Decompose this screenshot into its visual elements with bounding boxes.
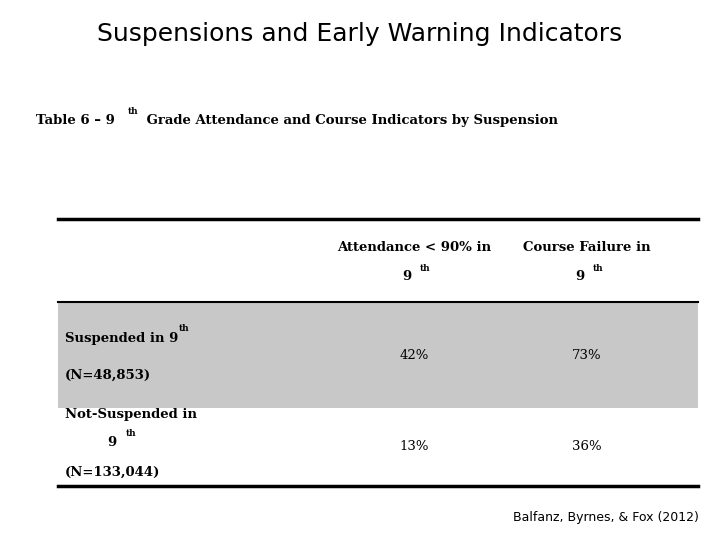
Text: (N=48,853): (N=48,853): [65, 369, 151, 382]
Text: (N=133,044): (N=133,044): [65, 466, 160, 480]
Text: th: th: [593, 264, 603, 273]
Text: Table 6 – 9: Table 6 – 9: [36, 114, 115, 127]
Text: th: th: [420, 264, 431, 273]
Text: 73%: 73%: [572, 348, 602, 362]
Text: th: th: [127, 107, 138, 117]
Text: Suspensions and Early Warning Indicators: Suspensions and Early Warning Indicators: [97, 22, 623, 45]
Text: Course Failure in: Course Failure in: [523, 240, 651, 254]
Text: Attendance < 90% in: Attendance < 90% in: [337, 240, 491, 254]
Text: 42%: 42%: [400, 348, 428, 362]
Text: Balfanz, Byrnes, & Fox (2012): Balfanz, Byrnes, & Fox (2012): [513, 511, 698, 524]
Text: th: th: [179, 323, 189, 333]
Text: Suspended in 9: Suspended in 9: [65, 332, 178, 346]
Text: 9: 9: [575, 270, 584, 284]
Text: 9: 9: [107, 436, 116, 449]
Text: 36%: 36%: [572, 440, 602, 454]
Text: Not-Suspended in: Not-Suspended in: [65, 408, 197, 421]
Text: Grade Attendance and Course Indicators by Suspension: Grade Attendance and Course Indicators b…: [142, 114, 558, 127]
Text: 13%: 13%: [400, 440, 428, 454]
Text: 9: 9: [402, 270, 411, 284]
Text: th: th: [126, 429, 137, 438]
